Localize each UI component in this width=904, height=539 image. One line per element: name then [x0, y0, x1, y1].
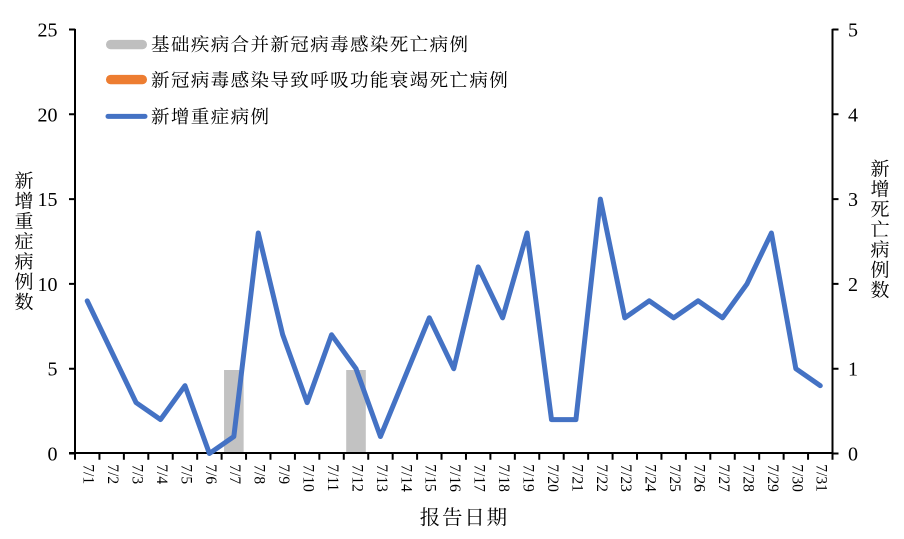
svg-text:25: 25: [38, 20, 58, 42]
svg-text:7/27: 7/27: [715, 464, 732, 492]
svg-text:15: 15: [38, 189, 58, 211]
svg-text:7/29: 7/29: [764, 464, 781, 492]
svg-text:2: 2: [848, 274, 858, 296]
svg-text:7/6: 7/6: [202, 464, 219, 484]
svg-text:7/5: 7/5: [177, 464, 194, 484]
svg-text:7/10: 7/10: [300, 464, 317, 492]
svg-text:7/3: 7/3: [128, 464, 145, 484]
svg-text:7/22: 7/22: [593, 464, 610, 492]
svg-text:1: 1: [848, 359, 858, 381]
svg-text:7/30: 7/30: [788, 464, 805, 492]
svg-text:7/28: 7/28: [739, 464, 756, 492]
svg-text:7/14: 7/14: [397, 464, 414, 492]
svg-text:7/25: 7/25: [666, 464, 683, 492]
svg-text:7/17: 7/17: [471, 464, 488, 492]
svg-text:7/21: 7/21: [568, 464, 585, 492]
svg-text:4: 4: [848, 104, 858, 126]
svg-text:7/7: 7/7: [226, 464, 243, 484]
svg-text:7/20: 7/20: [544, 464, 561, 492]
svg-text:7/12: 7/12: [348, 464, 365, 492]
svg-text:0: 0: [848, 444, 858, 466]
svg-text:7/1: 7/1: [80, 464, 97, 484]
svg-text:20: 20: [38, 104, 58, 126]
svg-text:7/31: 7/31: [813, 464, 830, 492]
svg-text:7/18: 7/18: [495, 464, 512, 492]
svg-text:7/16: 7/16: [446, 464, 463, 492]
svg-text:7/26: 7/26: [691, 464, 708, 492]
svg-text:7/19: 7/19: [519, 464, 536, 492]
svg-text:7/11: 7/11: [324, 464, 341, 491]
svg-text:7/15: 7/15: [422, 464, 439, 492]
svg-text:10: 10: [38, 274, 58, 296]
svg-text:7/24: 7/24: [642, 464, 659, 492]
svg-text:7/13: 7/13: [373, 464, 390, 492]
svg-text:5: 5: [848, 20, 858, 42]
svg-text:7/2: 7/2: [104, 464, 121, 484]
svg-text:7/8: 7/8: [251, 464, 268, 484]
svg-text:7/4: 7/4: [153, 464, 170, 484]
svg-text:0: 0: [48, 444, 58, 466]
svg-text:7/23: 7/23: [617, 464, 634, 492]
svg-text:7/9: 7/9: [275, 464, 292, 484]
svg-text:3: 3: [848, 189, 858, 211]
svg-text:5: 5: [48, 359, 58, 381]
